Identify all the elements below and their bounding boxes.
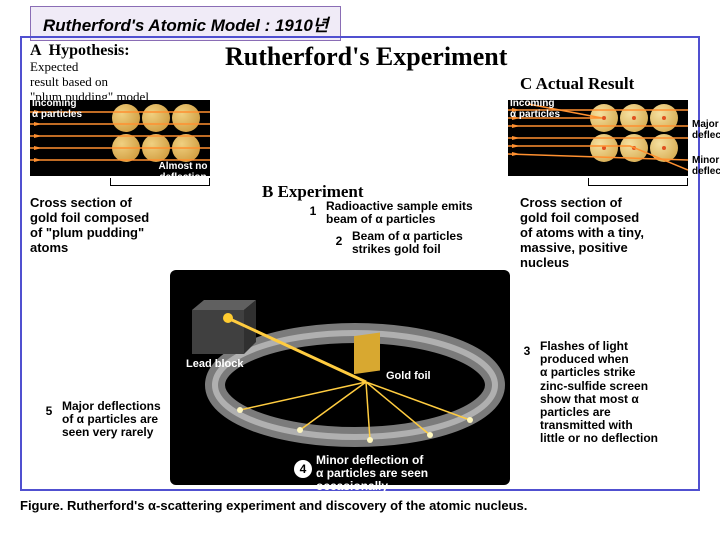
panel-c-bg: Incoming α particles (508, 100, 688, 176)
callout-2-num: 2 (330, 232, 348, 250)
bracket-a (110, 178, 210, 186)
callout-3: Flashes of light produced when α particl… (540, 340, 658, 446)
callout-1: Radioactive sample emits beam of α parti… (326, 200, 473, 226)
slide-title: Rutherford's Atomic Model : 1910년 (43, 16, 328, 35)
panel-c-major: Major deflection (692, 120, 720, 141)
panel-c-minor: Minor deflection (692, 156, 720, 177)
panel-c-label: C Actual Result (520, 74, 634, 94)
figure-title: Rutherford's Experiment (225, 42, 507, 72)
callout-1-num: 1 (304, 202, 322, 220)
callout-3-num: 3 (518, 342, 536, 360)
panel-a-bg: Incoming α particles Almost no deflectio… (30, 100, 210, 176)
gold-foil-label: Gold foil (386, 370, 431, 382)
panel-a-cross: Cross section of gold foil composed of "… (30, 196, 149, 256)
figure-caption: Figure. Rutherford's α-scattering experi… (20, 498, 720, 514)
panel-a-incoming: Incoming α particles (32, 98, 82, 120)
callout-5-num: 5 (40, 402, 58, 420)
panel-c-cross: Cross section of gold foil composed of a… (520, 196, 644, 271)
panel-c-incoming: Incoming α particles (510, 98, 560, 120)
bracket-c (588, 178, 688, 186)
callout-4: Minor deflection of α particles are seen… (316, 454, 428, 494)
callout-4-num: 4 (294, 460, 312, 478)
panel-a-label: A Hypothesis: Expected result based on "… (30, 42, 149, 105)
lead-block-label: Lead block (186, 358, 243, 370)
callout-5: Major deflections of α particles are see… (62, 400, 161, 440)
callout-2: Beam of α particles strikes gold foil (352, 230, 463, 256)
